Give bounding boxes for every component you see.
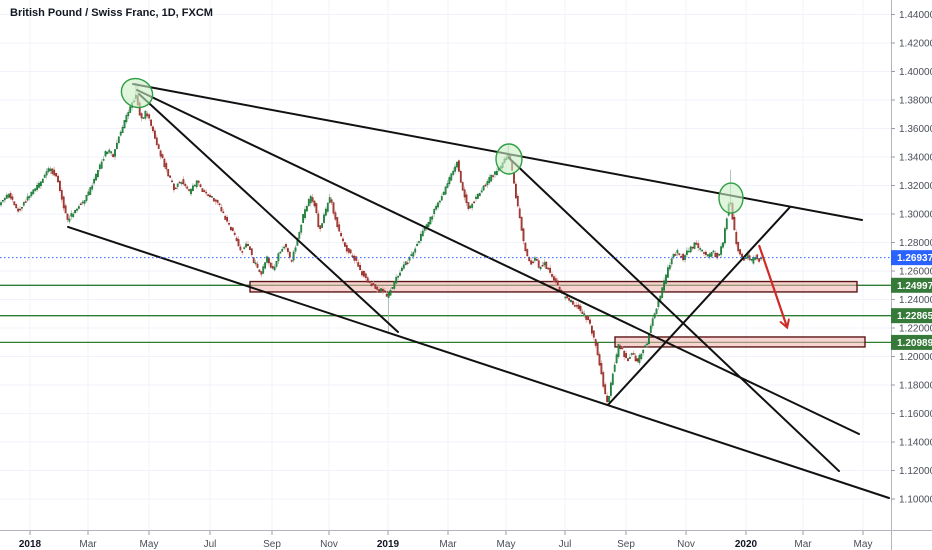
price-tick-label: 1.40000 [899, 67, 932, 78]
trendline[interactable] [607, 206, 791, 406]
ellipse-annotation[interactable] [495, 143, 523, 175]
time-tick-label: 2020 [735, 539, 758, 550]
zone-rectangle[interactable] [614, 336, 866, 348]
trendline[interactable] [67, 225, 890, 500]
ellipse-annotation[interactable] [718, 182, 744, 214]
price-tick-label: 1.24000 [899, 295, 932, 306]
price-tick-label: 1.36000 [899, 124, 932, 135]
time-tick-label: Mar [79, 539, 97, 550]
projection-arrow[interactable] [757, 244, 787, 327]
price-label-text: 1.20989 [897, 338, 932, 349]
level-price-label [891, 308, 932, 324]
level-price-label [891, 334, 932, 350]
time-axis[interactable]: 2018 Mar May Jul Sep Nov 2019 Mar May Jul Sep Nov 20… [19, 531, 873, 550]
level-price-label [891, 277, 932, 293]
price-axis[interactable]: 1.44000 1.42000 1.40000 1.38000 1.36000 1.340… [891, 10, 932, 506]
grid-lines [0, 0, 891, 530]
price-tick-label: 1.14000 [899, 438, 932, 449]
price-tick-label: 1.34000 [899, 153, 932, 164]
time-tick-label: 2019 [377, 539, 400, 550]
price-tick-label: 1.18000 [899, 381, 932, 392]
time-tick-label: Mar [794, 539, 812, 550]
price-label-text: 1.22865 [897, 311, 932, 322]
current-price-label [891, 250, 932, 266]
price-tick-label: 1.32000 [899, 181, 932, 192]
ellipse-annotation[interactable] [116, 73, 157, 113]
time-tick-label: Nov [320, 539, 338, 550]
price-tick-label: 1.30000 [899, 210, 932, 221]
price-tick-label: 1.16000 [899, 409, 932, 420]
price-label-text: 1.24997 [897, 281, 932, 292]
symbol-title: British Pound / Swiss Franc, 1D, FXCM [10, 7, 213, 19]
trendline[interactable] [508, 156, 840, 473]
time-tick-label: Mar [439, 539, 457, 550]
price-tick-label: 1.28000 [899, 238, 932, 249]
price-tick-label: 1.38000 [899, 96, 932, 107]
price-tick-label: 1.10000 [899, 495, 932, 506]
candlestick-series [0, 82, 762, 405]
price-tick-label: 1.42000 [899, 39, 932, 50]
time-tick-label: May [497, 539, 516, 550]
price-tick-label: 1.26000 [899, 267, 932, 278]
price-tick-label: 1.22000 [899, 324, 932, 335]
time-tick-label: May [854, 539, 873, 550]
price-tick-label: 1.44000 [899, 10, 932, 21]
time-tick-label: Jul [559, 539, 572, 550]
trendline[interactable] [138, 93, 399, 333]
price-tick-label: 1.20000 [899, 352, 932, 363]
time-tick-label: May [140, 539, 159, 550]
time-tick-label: Sep [617, 539, 635, 550]
time-tick-label: Nov [677, 539, 695, 550]
time-tick-label: Sep [263, 539, 281, 550]
price-tick-label: 1.12000 [899, 466, 932, 477]
time-tick-label: Jul [204, 539, 217, 550]
price-label-text: 1.26937 [897, 253, 932, 264]
time-tick-label: 2018 [19, 539, 42, 550]
ellipse-annotations [116, 73, 744, 214]
